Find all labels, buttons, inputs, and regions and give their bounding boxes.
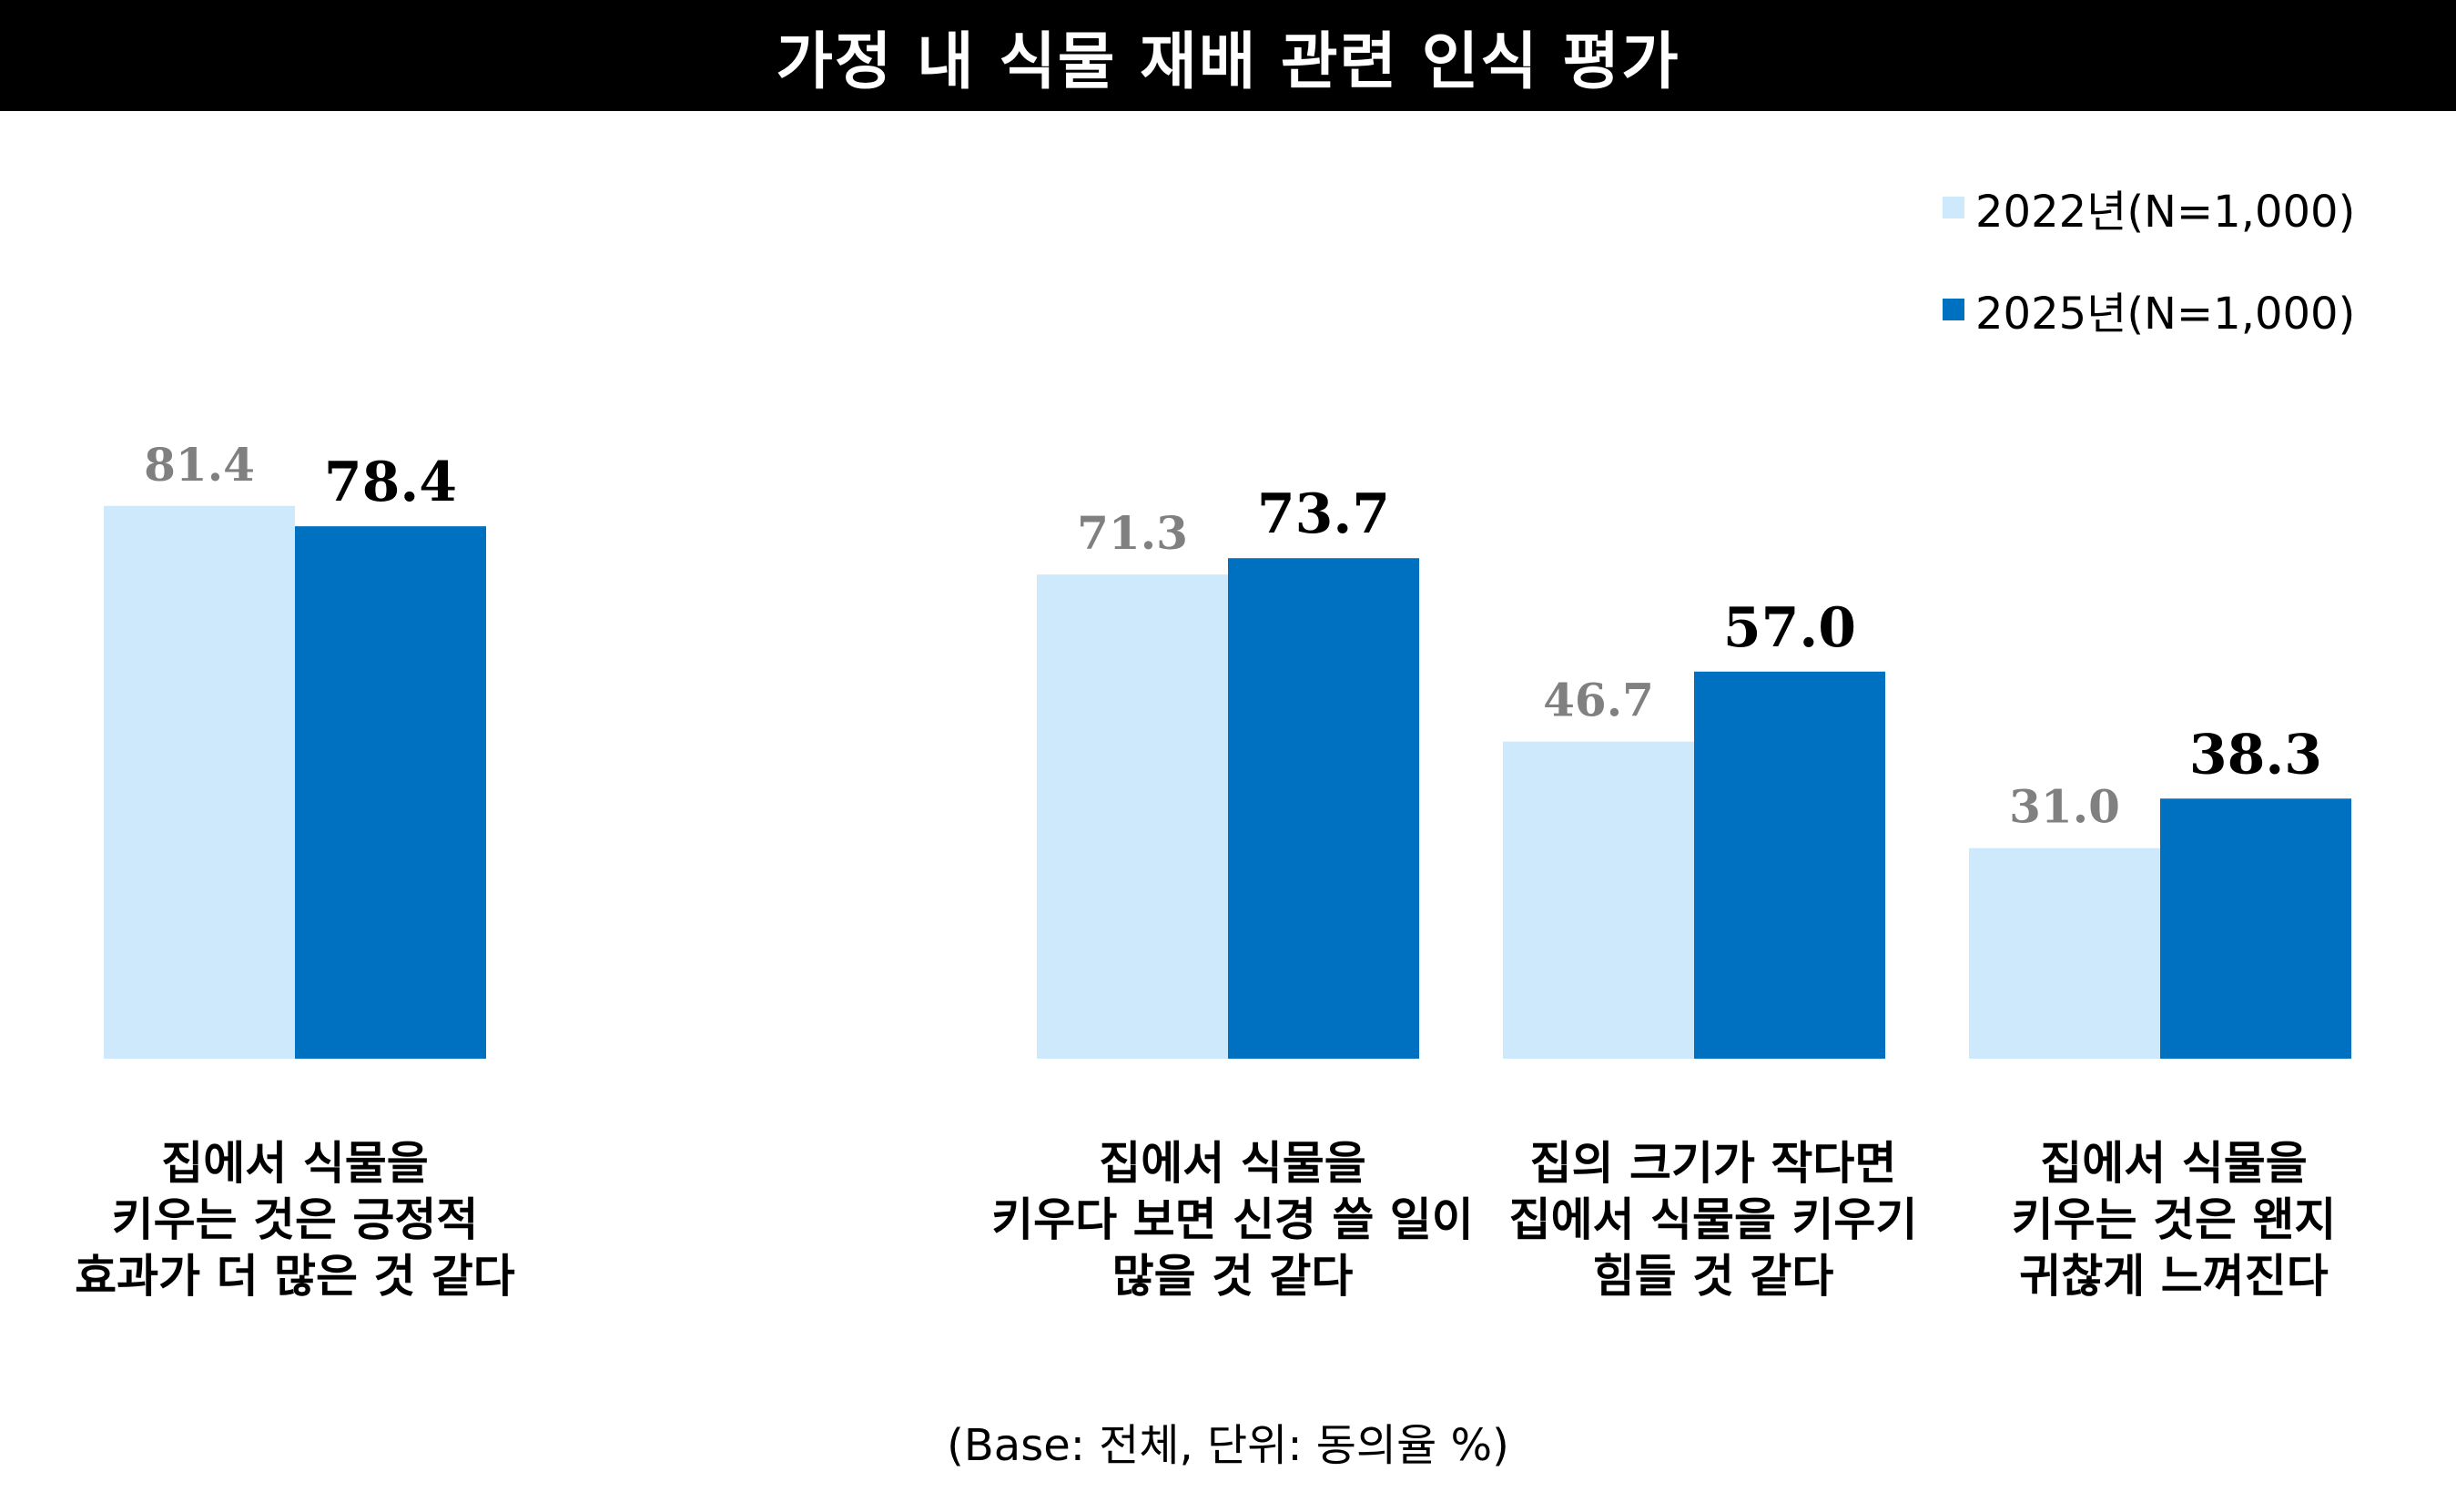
data-label-2022-cat3: 46.7 bbox=[1543, 674, 1654, 727]
legend-item-2022: 2022년(N=1,000) bbox=[1943, 180, 2355, 238]
data-label-2025-cat4: 38.3 bbox=[2189, 723, 2322, 786]
category-label-3: 집의 크기가 작다면 집에서 식물을 키우기 힘들 것 같다 bbox=[1508, 1137, 1918, 1303]
data-label-2022-cat1: 81.4 bbox=[144, 438, 255, 492]
legend-item-2025: 2025년(N=1,000) bbox=[1943, 282, 2355, 340]
category-label-1: 집에서 식물을 키우는 것은 긍정적 효과가 더 많은 것 같다 bbox=[75, 1137, 515, 1303]
data-label-2025-cat3: 57.0 bbox=[1723, 596, 1856, 660]
bar-chart: 81.4 78.4 71.3 73.7 46.7 57.0 31.0 38.3 bbox=[104, 438, 2351, 1059]
legend: 2022년(N=1,000) 2025년(N=1,000) bbox=[1943, 180, 2355, 384]
data-label-2025-cat1: 78.4 bbox=[324, 451, 457, 514]
legend-swatch-2022 bbox=[1943, 197, 1964, 218]
chart-title: 가정 내 식물 재배 관련 인식 평가 bbox=[776, 25, 1680, 98]
data-label-2025-cat2: 73.7 bbox=[1257, 482, 1390, 546]
legend-label-2025: 2025년(N=1,000) bbox=[1975, 289, 2356, 340]
bar-2025-cat4 bbox=[2160, 798, 2351, 1059]
title-bar: 가정 내 식물 재배 관련 인식 평가 bbox=[0, 0, 2456, 111]
category-label-2: 집에서 식물을 키우다 보면 신경 쓸 일이 많을 것 같다 bbox=[991, 1137, 1474, 1303]
category-label-4: 집에서 식물을 키우는 것은 왠지 귀찮게 느껴진다 bbox=[2011, 1137, 2337, 1303]
bar-2025-cat2 bbox=[1228, 558, 1419, 1059]
bar-2022-cat3 bbox=[1503, 741, 1694, 1059]
bar-2025-cat1 bbox=[295, 526, 486, 1059]
data-label-2022-cat2: 71.3 bbox=[1077, 506, 1188, 560]
data-label-2022-cat4: 31.0 bbox=[2009, 780, 2120, 834]
footnote: (Base: 전체, 단위: 동의율 %) bbox=[947, 1420, 1509, 1471]
legend-label-2022: 2022년(N=1,000) bbox=[1975, 187, 2356, 238]
legend-swatch-2025 bbox=[1943, 299, 1964, 320]
bar-2022-cat4 bbox=[1969, 847, 2160, 1059]
bar-2025-cat3 bbox=[1694, 671, 1885, 1059]
bar-2022-cat2 bbox=[1037, 574, 1228, 1059]
bar-2022-cat1 bbox=[104, 505, 295, 1059]
